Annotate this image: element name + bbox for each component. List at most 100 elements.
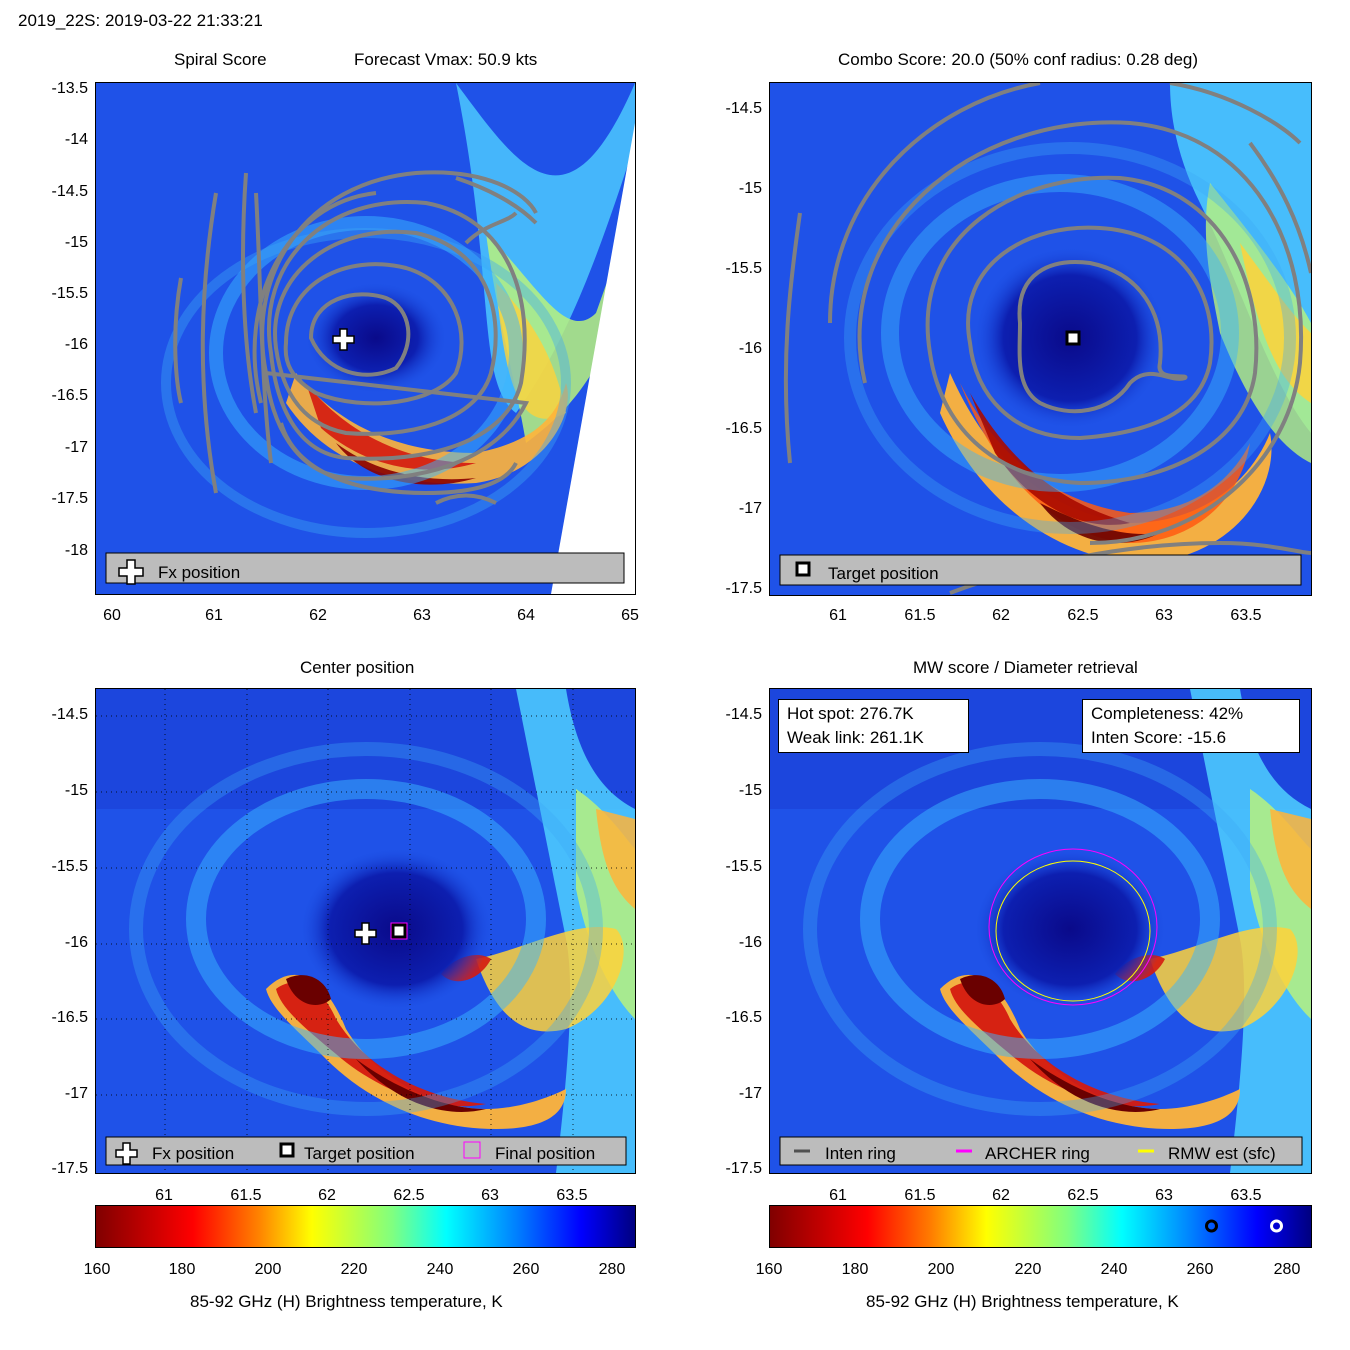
y-tick: -16 bbox=[64, 336, 88, 353]
fx-position-icon bbox=[118, 559, 144, 585]
spiral-panel-title: Spiral Score bbox=[174, 50, 267, 69]
x-tick: 61.5 bbox=[230, 1187, 262, 1204]
x-tick: 64 bbox=[517, 607, 535, 624]
mw-legend-inten: Inten ring bbox=[825, 1144, 896, 1163]
mw-legend-rmw: RMW est (sfc) bbox=[1168, 1144, 1276, 1163]
x-tick: 62.5 bbox=[1067, 1187, 1099, 1204]
y-tick: -15 bbox=[738, 782, 762, 799]
fx-position-marker bbox=[332, 328, 355, 351]
x-tick: 61.5 bbox=[904, 1187, 936, 1204]
combo-heatmap bbox=[770, 83, 1311, 595]
y-tick: -17.5 bbox=[51, 490, 88, 507]
y-tick: -17.5 bbox=[725, 1160, 762, 1177]
y-tick: -15 bbox=[64, 234, 88, 251]
y-tick: -17.5 bbox=[51, 1160, 88, 1177]
hot-spot-marker bbox=[1270, 1219, 1283, 1233]
combo-legend bbox=[779, 554, 1302, 586]
cbar-tick: 160 bbox=[83, 1261, 111, 1278]
cbar-tick: 160 bbox=[755, 1261, 783, 1278]
combo-legend-target: Target position bbox=[828, 564, 939, 583]
cbar-tick: 220 bbox=[1014, 1261, 1042, 1278]
archer-ring bbox=[988, 848, 1158, 1006]
weak-link-marker bbox=[1205, 1219, 1218, 1233]
x-tick: 62.5 bbox=[393, 1187, 425, 1204]
center-legend bbox=[105, 1136, 627, 1166]
cbar-tick: 180 bbox=[168, 1261, 196, 1278]
spiral-plot: Fx position bbox=[95, 82, 636, 595]
mw-plot: Hot spot: 276.7K Weak link: 261.1K Compl… bbox=[769, 688, 1312, 1174]
x-tick: 63 bbox=[413, 607, 431, 624]
y-tick: -17 bbox=[738, 500, 762, 517]
cbar-tick: 260 bbox=[1186, 1261, 1214, 1278]
colorbar-left-label: 85-92 GHz (H) Brightness temperature, K bbox=[190, 1292, 503, 1311]
y-tick: -15 bbox=[64, 782, 88, 799]
x-tick: 60 bbox=[103, 607, 121, 624]
cbar-tick: 240 bbox=[1100, 1261, 1128, 1278]
target-position-icon bbox=[795, 561, 811, 577]
mw-legend bbox=[779, 1136, 1303, 1166]
cbar-tick: 180 bbox=[841, 1261, 869, 1278]
spiral-contours bbox=[173, 170, 538, 505]
hot-spot-text: Hot spot: 276.7K bbox=[787, 704, 914, 723]
y-tick: -16.5 bbox=[725, 420, 762, 437]
mw-legend-archer: ARCHER ring bbox=[985, 1144, 1090, 1163]
x-tick: 62 bbox=[318, 1187, 336, 1204]
combo-panel-title: Combo Score: 20.0 (50% conf radius: 0.28… bbox=[838, 50, 1199, 69]
y-tick: -17 bbox=[64, 1085, 88, 1102]
cbar-tick: 240 bbox=[426, 1261, 454, 1278]
y-tick: -14.5 bbox=[725, 706, 762, 723]
x-tick: 61 bbox=[205, 607, 223, 624]
y-tick: -15.5 bbox=[725, 858, 762, 875]
combo-plot: Target position bbox=[769, 82, 1312, 596]
mw-heatmap bbox=[770, 689, 1311, 1173]
fx-position-icon bbox=[115, 1142, 138, 1165]
final-position-icon bbox=[463, 1141, 481, 1159]
x-tick: 62.5 bbox=[1067, 607, 1099, 624]
y-tick: -14.5 bbox=[725, 100, 762, 117]
y-tick: -16.5 bbox=[51, 1009, 88, 1026]
x-tick: 63.5 bbox=[1230, 607, 1262, 624]
x-tick: 63 bbox=[1155, 607, 1173, 624]
y-tick: -18 bbox=[64, 542, 88, 559]
mw-info-right: Completeness: 42% Inten Score: -15.6 bbox=[1082, 699, 1300, 753]
cbar-tick: 280 bbox=[598, 1261, 626, 1278]
colorbar-right-label: 85-92 GHz (H) Brightness temperature, K bbox=[866, 1292, 1179, 1311]
cbar-tick: 280 bbox=[1273, 1261, 1301, 1278]
x-tick: 61.5 bbox=[904, 607, 936, 624]
center-panel-title: Center position bbox=[300, 658, 415, 677]
x-tick: 63.5 bbox=[556, 1187, 588, 1204]
spiral-panel-vmax: Forecast Vmax: 50.9 kts bbox=[354, 50, 538, 69]
spiral-heatmap bbox=[96, 83, 635, 594]
center-legend-target: Target position bbox=[304, 1144, 415, 1163]
colorbar-markers bbox=[1205, 1219, 1283, 1233]
y-tick: -14.5 bbox=[51, 706, 88, 723]
fx-position-marker bbox=[354, 922, 377, 945]
x-tick: 62 bbox=[309, 607, 327, 624]
cbar-tick: 220 bbox=[340, 1261, 368, 1278]
y-tick: -17.5 bbox=[725, 580, 762, 597]
y-tick: -14.5 bbox=[51, 183, 88, 200]
cbar-tick: 260 bbox=[512, 1261, 540, 1278]
x-tick: 62 bbox=[992, 607, 1010, 624]
y-tick: -15.5 bbox=[51, 285, 88, 302]
mw-panel-title: MW score / Diameter retrieval bbox=[913, 658, 1138, 677]
x-tick: 65 bbox=[621, 607, 639, 624]
center-legend-fx: Fx position bbox=[152, 1144, 235, 1163]
y-tick: -15.5 bbox=[725, 260, 762, 277]
y-tick: -15 bbox=[738, 180, 762, 197]
figure-title: 2019_22S: 2019-03-22 21:33:21 bbox=[18, 11, 263, 30]
inten-score-text: Inten Score: -15.6 bbox=[1091, 728, 1227, 747]
x-tick: 61 bbox=[829, 1187, 847, 1204]
x-tick: 63 bbox=[481, 1187, 499, 1204]
y-tick: -16.5 bbox=[725, 1009, 762, 1026]
completeness-text: Completeness: 42% bbox=[1091, 704, 1244, 723]
y-tick: -16 bbox=[738, 934, 762, 951]
y-tick: -15.5 bbox=[51, 858, 88, 875]
y-tick: -14 bbox=[64, 131, 88, 148]
colorbar-right bbox=[769, 1205, 1312, 1248]
weak-link-text: Weak link: 261.1K bbox=[787, 728, 924, 747]
center-plot: Fx position Target position Final positi… bbox=[95, 688, 636, 1174]
x-tick: 63.5 bbox=[1230, 1187, 1262, 1204]
x-tick: 61 bbox=[829, 607, 847, 624]
y-tick: -17 bbox=[64, 439, 88, 456]
